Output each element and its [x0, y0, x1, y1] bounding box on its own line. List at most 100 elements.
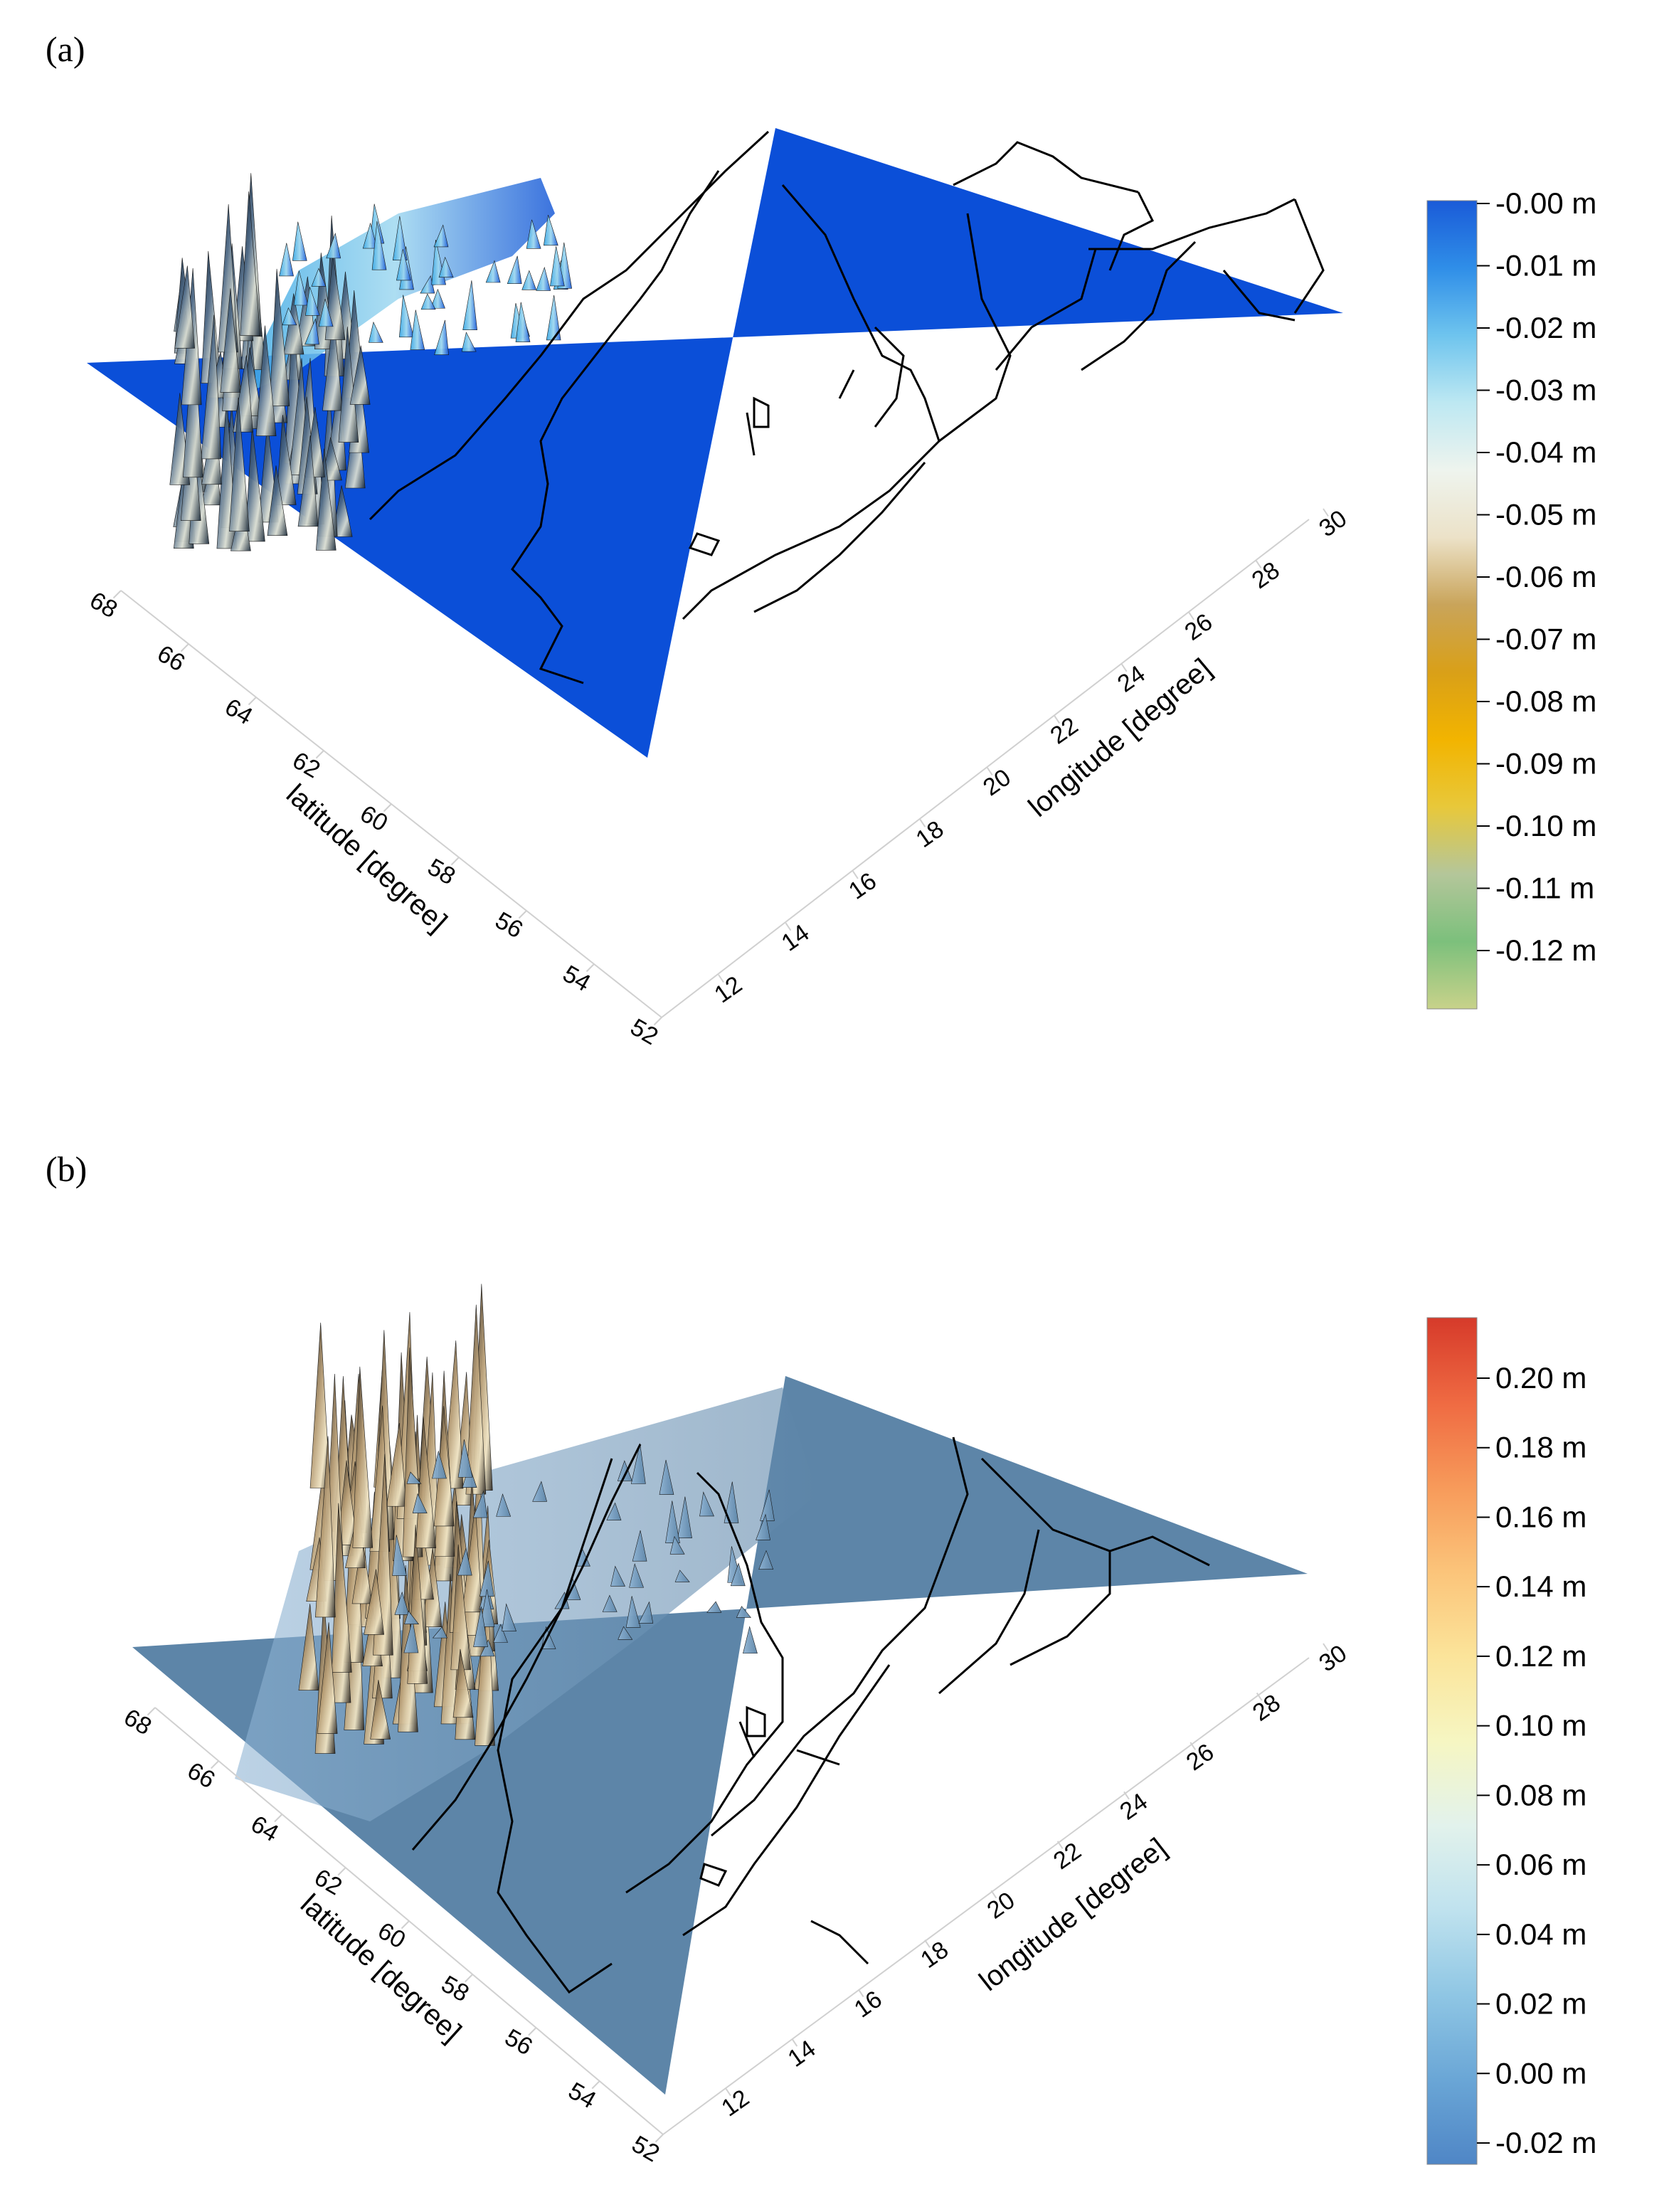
surface-spike [502, 1603, 517, 1631]
surface-spike [724, 1481, 739, 1523]
latitude-tick-label: 52 [626, 1014, 663, 1051]
colorbar-gradient [1426, 200, 1478, 1010]
latitude-tick-mark [655, 2134, 664, 2143]
surface-spike [758, 1550, 774, 1570]
surface-spike [618, 1626, 633, 1640]
surface-spike [472, 1490, 488, 1518]
latitude-tick-mark [147, 1707, 156, 1716]
colorbar-label: -0.02 m [1495, 311, 1596, 344]
surface-spike [438, 256, 454, 277]
latitude-tick-label: 66 [183, 1757, 220, 1794]
colorbar-label: -0.06 m [1495, 560, 1596, 593]
surface-spike [630, 1443, 646, 1484]
colorbar-label: -0.03 m [1495, 374, 1596, 407]
surface-spike [496, 1493, 512, 1517]
surface-spike [462, 280, 477, 330]
longitude-tick-mark [1056, 1841, 1064, 1849]
longitude-tick-label: 20 [982, 1887, 1020, 1925]
surface-spike [432, 1450, 447, 1479]
surface-spike [364, 1569, 384, 1635]
colorbar-label: 0.02 m [1495, 1987, 1586, 2021]
longitude-tick-mark [1323, 508, 1329, 517]
colorbar-label: -0.11 m [1495, 872, 1594, 905]
latitude-tick-mark [337, 1867, 346, 1876]
colorbar-a: -0.00 m -0.01 m -0.02 m -0.03 m -0.04 m -0.05… [1426, 186, 1596, 1010]
colorbar-label: -0.12 m [1495, 933, 1596, 967]
surface-spike [220, 288, 241, 393]
longitude-tick-mark [791, 2038, 798, 2047]
surface-spike [311, 268, 327, 287]
coastlines-b [411, 1436, 1210, 1994]
surface-spike [465, 1304, 487, 1495]
surface-spike [392, 216, 408, 261]
colorbar-label: 0.06 m [1495, 1848, 1586, 1881]
latitude-tick-mark [450, 857, 460, 866]
latitude-tick-label: 58 [423, 854, 460, 891]
surface-spike [674, 1570, 690, 1582]
surface-spike [536, 266, 551, 291]
longitude-tick-label: 26 [1182, 1738, 1219, 1776]
surface-spike [297, 435, 319, 527]
longitude-tick-label: 30 [1314, 1640, 1352, 1678]
surface-spike [736, 1606, 752, 1618]
surface-spike [452, 1649, 474, 1718]
surface-spike [317, 1622, 338, 1734]
surface-spike [485, 260, 501, 283]
surface-spike [398, 295, 414, 338]
latitude-tick-mark [383, 803, 392, 813]
surface-spike [298, 1604, 319, 1690]
latitude-tick-label: 56 [500, 2024, 537, 2061]
panel-label-b: (b) [46, 1149, 88, 1189]
surface-spikes-b [298, 1284, 775, 1754]
latitude-tick-mark [180, 643, 189, 652]
latitude-tick-label: 52 [627, 2131, 664, 2168]
colorbar-label: -0.00 m [1495, 186, 1596, 220]
longitude-tick-label: 22 [1049, 1837, 1086, 1875]
surface-spike [457, 1547, 472, 1576]
surface-spike [368, 321, 383, 343]
surface-spike [432, 1626, 447, 1639]
latitude-tick-label: 68 [85, 587, 122, 624]
surface-spike [322, 313, 343, 411]
latitude-tick-label: 68 [120, 1704, 157, 1741]
surface-spike [743, 1626, 758, 1654]
panel-label-a: (a) [46, 29, 85, 69]
surface-spikes-a [169, 173, 573, 551]
latitude-tick-mark [315, 750, 324, 759]
longitude-tick-mark [1255, 560, 1262, 568]
surface-spike [314, 1436, 336, 1618]
surface-spike [632, 1530, 647, 1562]
surface-spike [352, 1366, 373, 1548]
surface-spike [412, 1493, 428, 1513]
surface-spike [267, 465, 288, 536]
surface-spike [756, 1513, 770, 1540]
surface-spike [315, 448, 337, 551]
colorbar-label: -0.09 m [1495, 747, 1596, 780]
surface-spike [351, 1537, 373, 1604]
latitude-tick-label: 54 [563, 2078, 600, 2115]
surface-spike [309, 1323, 331, 1488]
colorbar-label: 0.04 m [1495, 1917, 1586, 1951]
surface-spike [629, 1563, 645, 1588]
longitude-tick-mark [785, 922, 792, 931]
surface-spike [318, 299, 334, 327]
surface-spike [521, 270, 537, 290]
latitude-tick-mark [591, 2080, 600, 2090]
surface-spike [229, 397, 250, 532]
longitude-tick-mark [852, 870, 859, 879]
surface-spike [659, 1459, 674, 1495]
surface-spike [479, 1639, 495, 1657]
surface-spike [617, 1460, 632, 1481]
longitude-tick-mark [986, 767, 993, 776]
surface-spike [515, 302, 531, 342]
surface-spike [392, 1535, 408, 1576]
longitude-axis-b [662, 1657, 1310, 2135]
longitude-tick-mark [919, 819, 926, 827]
latitude-tick-label: 62 [288, 747, 325, 784]
surface-spike [403, 1619, 419, 1653]
longitude-tick-label: 18 [916, 1936, 953, 1974]
surface-spike [434, 319, 449, 355]
